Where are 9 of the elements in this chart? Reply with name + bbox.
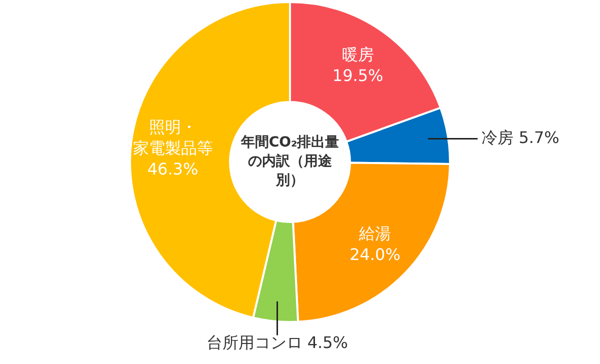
slice-label: 照明・家電製品等 [132, 116, 213, 159]
data-label: 46.3% [146, 158, 200, 180]
slice-label: 冷房 5.7% [482, 128, 560, 149]
slice-label: 暖房 [340, 44, 375, 66]
data-label: 19.5% [332, 65, 384, 86]
slice-label: 給湯 [358, 222, 392, 244]
text: 年間CO₂排出量の内訳（用途別） [240, 134, 340, 190]
data-label: 24.0% [350, 244, 400, 265]
slice-label: 台所用コンロ 4.5% [206, 333, 348, 354]
